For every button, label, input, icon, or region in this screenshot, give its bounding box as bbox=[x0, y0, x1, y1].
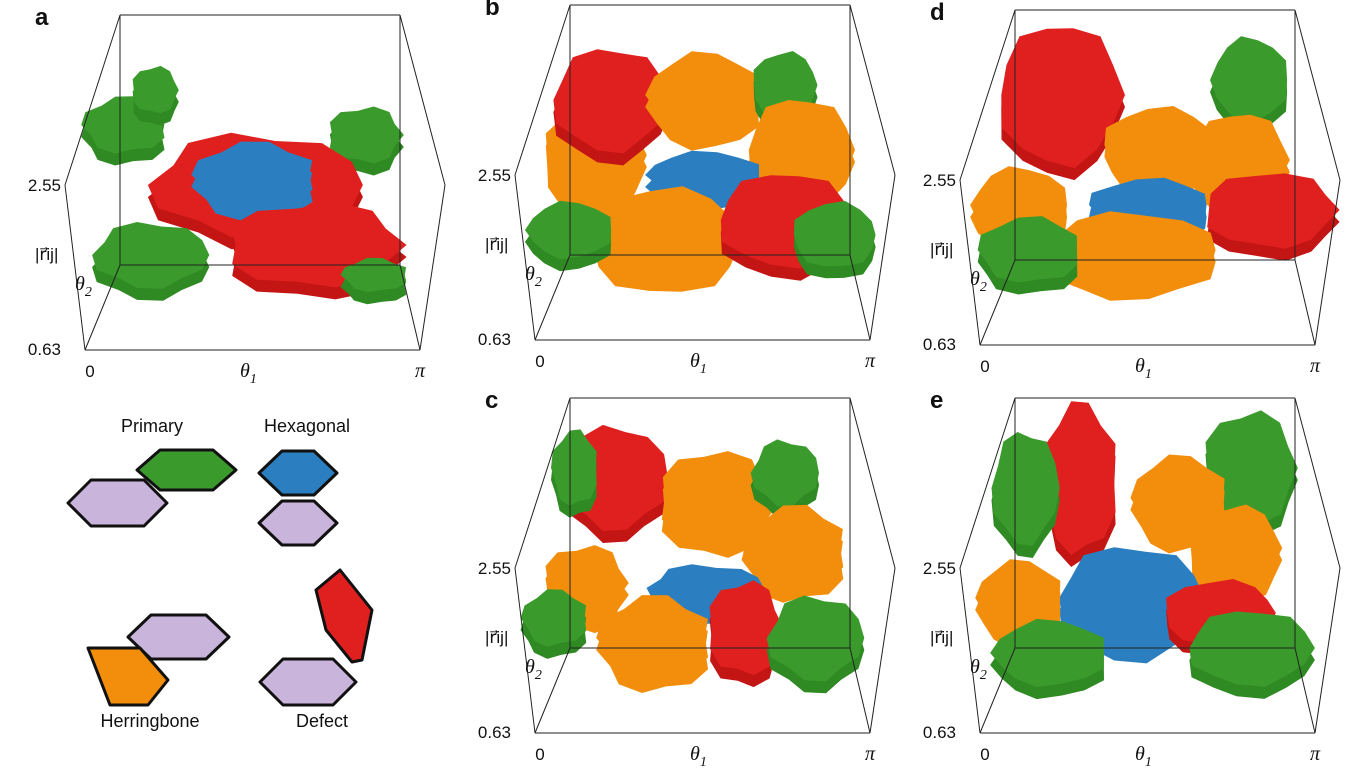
z-min-label: 0.63 bbox=[28, 340, 61, 359]
z-max-label: 2.55 bbox=[478, 166, 511, 185]
legend: Primary Hexagonal Herringbone Defect bbox=[68, 416, 372, 731]
panel-label: e bbox=[930, 387, 943, 414]
x-max-label: π bbox=[865, 350, 876, 372]
subscript: 2 bbox=[980, 668, 987, 683]
box-edge bbox=[870, 175, 895, 340]
symbol: θ bbox=[525, 263, 535, 285]
box-edge bbox=[535, 255, 570, 340]
figure: Primary Hexagonal Herringbone Defect a 2.… bbox=[0, 0, 1349, 772]
subscript: 2 bbox=[85, 285, 92, 300]
x-axis-label: θ1 bbox=[690, 743, 707, 770]
box-edge bbox=[515, 175, 535, 340]
z-axis-label: |r⃗ij| bbox=[35, 245, 58, 264]
subscript: 2 bbox=[980, 280, 987, 295]
panel: c2.550.63|r⃗ij|0πθ1θ2 bbox=[478, 387, 895, 770]
z-min-label: 0.63 bbox=[923, 723, 956, 742]
x-axis-label: θ1 bbox=[1135, 743, 1152, 770]
symbol: θ bbox=[690, 743, 700, 765]
hexagon-lavender bbox=[68, 480, 167, 526]
z-axis-label: |r⃗ij| bbox=[930, 240, 953, 259]
subscript: 1 bbox=[1145, 755, 1152, 770]
z-max-label: 2.55 bbox=[28, 176, 61, 195]
x-axis-label: θ1 bbox=[690, 350, 707, 377]
z-min-label: 0.63 bbox=[478, 723, 511, 742]
symbol: θ bbox=[970, 656, 980, 678]
z-axis-label: |r⃗ij| bbox=[485, 628, 508, 647]
subscript: 2 bbox=[535, 668, 542, 683]
box-edge bbox=[870, 568, 895, 733]
subscript: 1 bbox=[700, 755, 707, 770]
panel-label: a bbox=[35, 4, 49, 31]
legend-label: Herringbone bbox=[100, 711, 199, 731]
symbol: θ bbox=[690, 350, 700, 372]
box-edge bbox=[850, 398, 895, 568]
panel-label: b bbox=[485, 0, 500, 21]
box-edge bbox=[515, 568, 535, 733]
page: Primary Hexagonal Herringbone Defect a 2.… bbox=[0, 0, 1349, 772]
legend-label: Primary bbox=[121, 416, 183, 436]
box-edge bbox=[960, 568, 980, 733]
symbol: θ bbox=[525, 656, 535, 678]
hexagon-primary bbox=[137, 450, 236, 490]
box-edge bbox=[1295, 398, 1340, 568]
legend-label: Hexagonal bbox=[264, 416, 350, 436]
x-min-label: 0 bbox=[85, 362, 94, 381]
z-axis-label: |r⃗ij| bbox=[485, 235, 508, 254]
y-axis-label: θ2 bbox=[75, 273, 92, 300]
box-edge bbox=[850, 5, 895, 175]
symbol: θ bbox=[970, 268, 980, 290]
panel-label: d bbox=[930, 0, 945, 26]
box-edge bbox=[1295, 260, 1315, 345]
hexagon-lavender bbox=[259, 501, 337, 545]
subscript: 1 bbox=[250, 372, 257, 387]
x-max-label: π bbox=[1310, 743, 1321, 765]
x-max-label: π bbox=[1310, 355, 1321, 377]
z-max-label: 2.55 bbox=[923, 559, 956, 578]
y-axis-label: θ2 bbox=[970, 656, 987, 683]
z-axis-label: |r⃗ij| bbox=[930, 628, 953, 647]
x-axis-label: θ1 bbox=[1135, 355, 1152, 382]
symbol: θ bbox=[240, 360, 250, 382]
z-max-label: 2.55 bbox=[478, 559, 511, 578]
box-edge bbox=[535, 648, 570, 733]
box-edge bbox=[1295, 10, 1340, 180]
box-edge bbox=[65, 185, 85, 350]
y-axis-label: θ2 bbox=[525, 656, 542, 683]
hexagon-hexagonal bbox=[259, 451, 337, 495]
legend-label: Defect bbox=[296, 711, 348, 731]
symbol: θ bbox=[1135, 355, 1145, 377]
x-min-label: 0 bbox=[980, 745, 989, 764]
x-min-label: 0 bbox=[980, 357, 989, 376]
box-edge bbox=[400, 265, 420, 350]
subscript: 1 bbox=[700, 362, 707, 377]
hexagon-defect bbox=[316, 570, 372, 662]
subscript: 2 bbox=[535, 275, 542, 290]
box-edge bbox=[420, 185, 445, 350]
x-min-label: 0 bbox=[535, 745, 544, 764]
hexagon-lavender bbox=[260, 659, 356, 705]
z-min-label: 0.63 bbox=[923, 335, 956, 354]
z-max-label: 2.55 bbox=[923, 171, 956, 190]
symbol: θ bbox=[75, 273, 85, 295]
symbol: θ bbox=[1135, 743, 1145, 765]
x-max-label: π bbox=[415, 360, 426, 382]
box-edge bbox=[400, 15, 445, 185]
x-axis-label: θ1 bbox=[240, 360, 257, 387]
y-axis-label: θ2 bbox=[970, 268, 987, 295]
box-edge bbox=[1315, 568, 1340, 733]
subscript: 1 bbox=[1145, 367, 1152, 382]
x-max-label: π bbox=[865, 743, 876, 765]
panel-label: c bbox=[485, 387, 498, 414]
x-min-label: 0 bbox=[535, 352, 544, 371]
y-axis-label: θ2 bbox=[525, 263, 542, 290]
z-min-label: 0.63 bbox=[478, 330, 511, 349]
